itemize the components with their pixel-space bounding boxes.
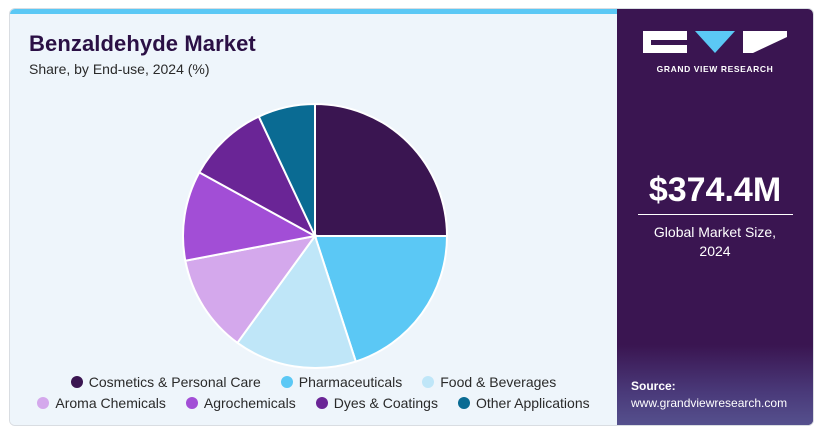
legend-row-1: Cosmetics & Personal Care Pharmaceutical… [10, 374, 617, 390]
source-link[interactable]: www.grandviewresearch.com [631, 396, 788, 410]
grand-view-research-logo-icon [643, 31, 787, 53]
source-label: Source: [631, 379, 676, 393]
market-size-value: $374.4M [648, 171, 782, 209]
chart-subtitle: Share, by End-use, 2024 (%) [29, 61, 210, 77]
legend-swatch [280, 376, 293, 388]
legend-row-2: Aroma Chemicals Agrochemicals Dyes & Coa… [10, 395, 617, 411]
source-band [617, 345, 813, 425]
legend-label: Food & Beverages [440, 374, 557, 390]
stat-panel: GRAND VIEW RESEARCH $374.4M Global Marke… [617, 9, 813, 425]
legend-item-dyes-coatings: Dyes & Coatings [315, 395, 438, 411]
pie-slice-pharmaceuticals [313, 235, 449, 363]
caption-line-2: 2024 [699, 243, 731, 259]
legend-label: Agrochemicals [203, 395, 296, 411]
legend-label: Aroma Chemicals [55, 395, 166, 411]
legend-label: Cosmetics & Personal Care [88, 374, 261, 390]
legend-item-food-beverages: Food & Beverages [422, 374, 556, 390]
legend-swatch [185, 397, 198, 409]
chart-title: Benzaldehyde Market [29, 31, 256, 56]
legend-item-agrochemicals: Agrochemicals [185, 395, 296, 411]
chart-panel: Benzaldehyde Market Share, by End-use, 2… [10, 9, 617, 425]
legend-label: Other Applications [475, 395, 590, 411]
brand-name: GRAND VIEW RESEARCH [656, 64, 774, 74]
legend-swatch [70, 376, 83, 388]
pie-slice-agrochemicals [182, 171, 318, 262]
pie-slice-cosmetics-personal-care [314, 102, 449, 237]
accent-bar [10, 9, 617, 14]
pie-slice-dyes-coatings [197, 115, 318, 239]
legend-swatch [457, 397, 470, 409]
legend-item-pharmaceuticals: Pharmaceuticals [280, 374, 403, 390]
legend-item-other-applications: Other Applications [457, 395, 590, 411]
legend-item-cosmetics: Cosmetics & Personal Care [70, 374, 261, 390]
pie-chart [182, 102, 449, 369]
legend-item-aroma-chemicals: Aroma Chemicals [37, 395, 166, 411]
pie-slice-other-applications [257, 102, 316, 237]
market-size-caption: Global Market Size, 2024 [617, 223, 813, 261]
legend-swatch [422, 376, 435, 388]
pie-slice-food-beverages [236, 233, 358, 369]
divider [638, 214, 793, 215]
pie-slice-aroma-chemicals [184, 234, 318, 345]
legend-swatch [37, 397, 50, 409]
caption-line-1: Global Market Size, [653, 224, 777, 240]
chart-card: Benzaldehyde Market Share, by End-use, 2… [9, 8, 814, 426]
legend-label: Dyes & Coatings [333, 395, 438, 411]
legend-swatch [315, 397, 328, 409]
legend-label: Pharmaceuticals [298, 374, 403, 390]
